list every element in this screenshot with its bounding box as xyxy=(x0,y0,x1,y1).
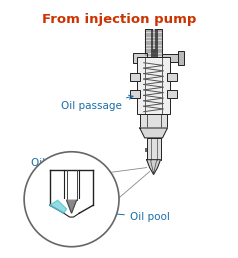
Bar xyxy=(151,29,157,57)
Bar xyxy=(140,114,167,128)
Bar xyxy=(167,72,177,80)
Bar xyxy=(163,54,180,62)
Bar xyxy=(167,90,177,98)
Bar xyxy=(137,57,170,114)
Polygon shape xyxy=(147,160,160,174)
Bar xyxy=(130,72,140,80)
Text: Oil passage: Oil passage xyxy=(61,95,133,111)
Bar xyxy=(145,29,163,57)
Polygon shape xyxy=(140,128,167,138)
Polygon shape xyxy=(67,200,76,213)
Bar xyxy=(147,138,160,160)
Text: Oil pool: Oil pool xyxy=(65,208,170,222)
Polygon shape xyxy=(50,200,67,213)
Text: From injection pump: From injection pump xyxy=(42,13,196,26)
Bar xyxy=(178,51,184,65)
Bar xyxy=(133,53,147,63)
Circle shape xyxy=(24,152,119,247)
Bar xyxy=(130,90,140,98)
Bar xyxy=(145,148,147,152)
Bar xyxy=(153,29,154,49)
Text: Oil passage: Oil passage xyxy=(31,158,92,173)
